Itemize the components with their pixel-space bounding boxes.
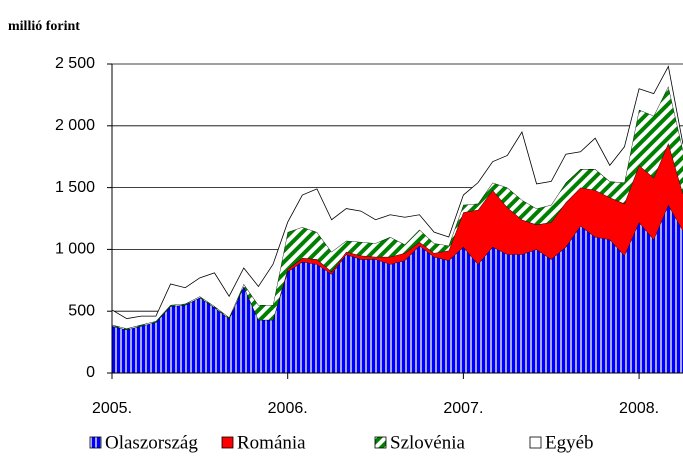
y-tick-label: 2 000 — [55, 117, 95, 134]
legend-label: Románia — [237, 432, 306, 453]
x-tick-label: 2007. — [443, 400, 483, 417]
x-tick-label: 2006. — [268, 400, 308, 417]
legend-label: Olaszország — [105, 432, 198, 453]
y-tick-label: 1 500 — [55, 179, 95, 196]
legend-swatch — [529, 436, 542, 449]
legend-swatch — [89, 436, 102, 449]
x-tick-label: 2005. — [92, 400, 132, 417]
area — [112, 204, 683, 373]
axis-title: millió forint — [8, 19, 80, 34]
area-edge — [111, 65, 683, 320]
legend-label: Egyéb — [545, 432, 594, 453]
legend-label: Szlovénia — [390, 432, 465, 453]
y-tick-label: 2 500 — [55, 55, 95, 72]
area — [112, 66, 683, 329]
legend-swatch — [221, 436, 234, 449]
area — [112, 143, 683, 330]
y-tick-label: 500 — [68, 302, 95, 319]
x-tick-label: 2008. — [619, 400, 659, 417]
legend-swatch — [374, 436, 387, 449]
y-tick-label: 1 000 — [55, 241, 95, 258]
y-tick-label: 0 — [86, 364, 95, 381]
